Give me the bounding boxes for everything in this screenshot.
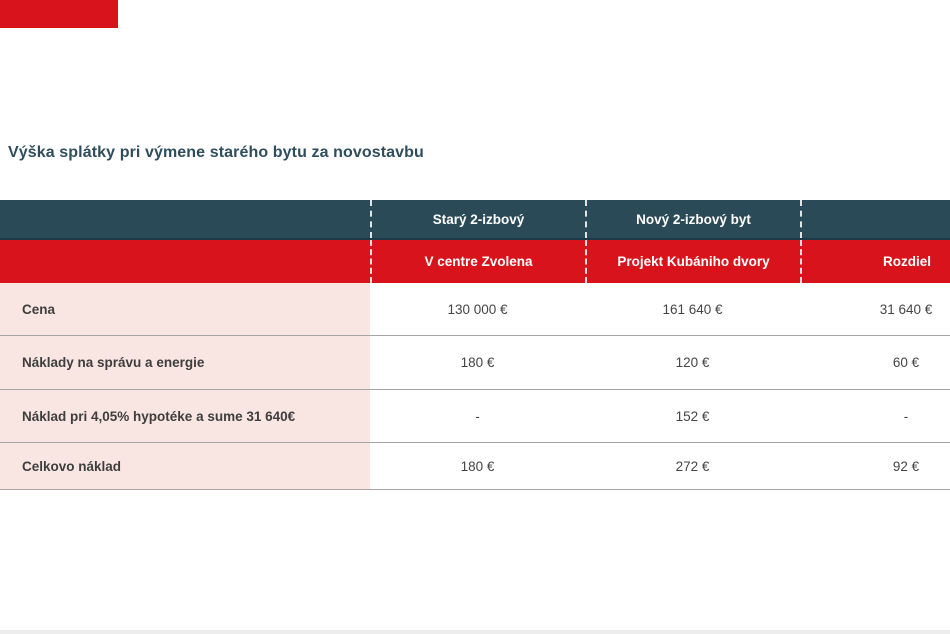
row-label: Cena	[0, 283, 370, 335]
masthead-fragment	[0, 0, 118, 28]
group-header-row: Starý 2-izbový Nový 2-izbový byt	[0, 200, 950, 240]
value-diff: 31 640 €	[879, 301, 933, 317]
value-new: 161 640 €	[662, 301, 723, 317]
row-label: Náklady na správu a energie	[0, 336, 370, 389]
chart-title: Výška splátky pri výmene starého bytu za…	[8, 144, 424, 161]
value-old: 180 €	[460, 458, 495, 474]
value-diff: -	[903, 408, 909, 424]
value-diff: 92 €	[892, 458, 920, 474]
table-row: Náklad pri 4,05% hypotéke a sume 31 640€…	[0, 390, 950, 443]
sub-header-difference: Rozdiel	[800, 240, 950, 283]
row-label: Celkovo náklad	[0, 443, 370, 489]
group-header-new-apartment: Nový 2-izbový byt	[585, 200, 800, 238]
value-old: 180 €	[460, 355, 495, 370]
table-row: Cena 130 000 € 161 640 € 31 640 €	[0, 283, 950, 336]
value-old: 130 000 €	[447, 301, 508, 317]
value-new: 120 €	[675, 355, 710, 370]
sub-header-new-project: Projekt Kubániho dvory	[585, 240, 800, 283]
group-header-old-apartment: Starý 2-izbový	[370, 200, 585, 238]
group-header-empty	[0, 200, 370, 238]
table-row: Celkovo náklad 180 € 272 € 92 €	[0, 443, 950, 490]
group-header-diff-empty	[800, 200, 950, 238]
table-row: Náklady na správu a energie 180 € 120 € …	[0, 336, 950, 390]
value-new: 152 €	[675, 408, 710, 424]
comparison-table: Starý 2-izbový Nový 2-izbový byt V centr…	[0, 200, 950, 490]
sub-header-row: V centre Zvolena Projekt Kubániho dvory …	[0, 240, 950, 283]
sub-header-empty	[0, 240, 370, 283]
value-diff: 60 €	[892, 355, 920, 370]
cropped-element-edge	[0, 630, 950, 634]
value-new: 272 €	[675, 458, 710, 474]
row-label: Náklad pri 4,05% hypotéke a sume 31 640€	[0, 390, 370, 442]
value-old: -	[475, 408, 480, 424]
sub-header-old-location: V centre Zvolena	[370, 240, 585, 283]
